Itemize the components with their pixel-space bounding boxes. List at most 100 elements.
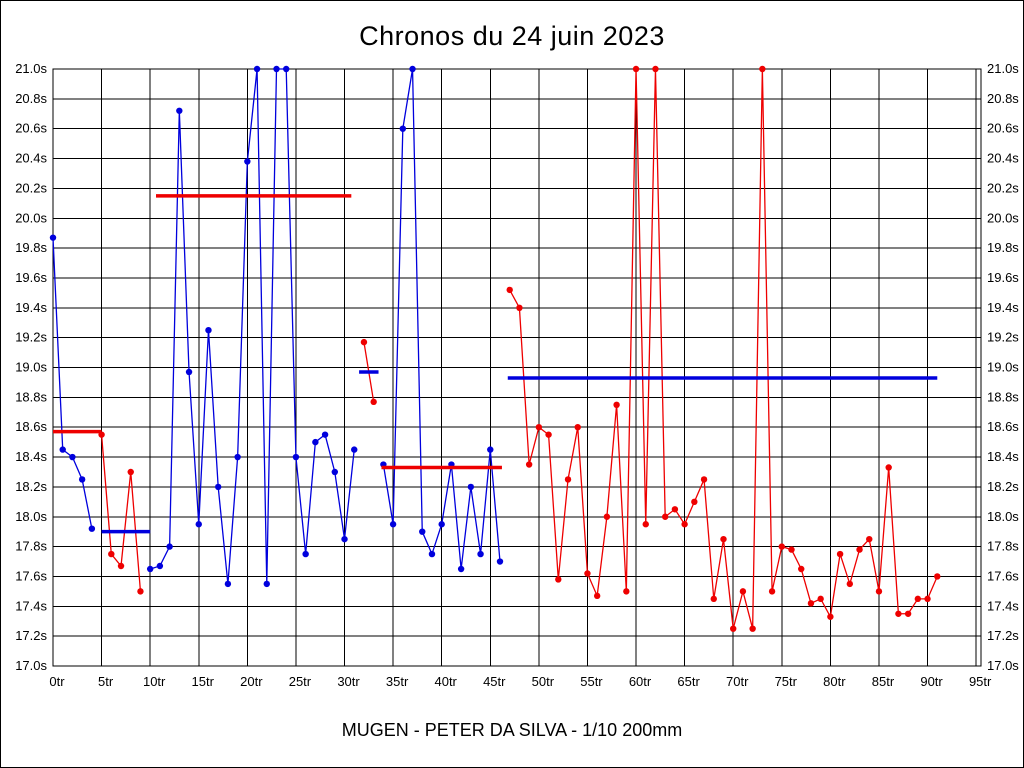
lap-point: [691, 498, 698, 506]
lap-point: [370, 398, 377, 406]
y-tick-label-right: 19.0s: [987, 360, 1019, 375]
x-tick-label: 60tr: [629, 674, 652, 689]
x-tick-label: 50tr: [532, 674, 555, 689]
series-segment-run-3: [146, 65, 358, 588]
x-tick-label: 70tr: [726, 674, 749, 689]
y-tick-label-right: 20.4s: [987, 151, 1019, 166]
y-tick-label-left: 17.0s: [15, 658, 47, 673]
series-segment-run-5: [380, 65, 504, 573]
plot-border: [52, 68, 982, 667]
lap-point: [866, 535, 873, 543]
lap-line: [52, 237, 93, 529]
y-tick-label-right: 18.8s: [987, 389, 1019, 404]
y-tick-label-left: 21.0s: [15, 61, 47, 76]
lap-point: [137, 588, 144, 595]
lap-point: [652, 65, 659, 73]
lap-point: [292, 453, 300, 461]
lap-point: [574, 424, 581, 431]
x-tick-label: 35tr: [386, 674, 409, 689]
lap-line: [509, 68, 938, 629]
lap-point: [506, 286, 513, 294]
lap-point: [127, 468, 134, 476]
lap-line: [149, 68, 355, 584]
y-tick-label-right: 19.4s: [987, 300, 1019, 315]
x-tick-label: 45tr: [483, 674, 506, 689]
lap-point: [700, 476, 708, 483]
y-tick-label-left: 17.2s: [15, 628, 47, 643]
lap-point: [739, 588, 747, 595]
y-tick-label-right: 17.2s: [987, 628, 1019, 643]
lap-point: [681, 521, 688, 528]
x-tick-label: 75tr: [775, 674, 798, 689]
y-tick-label-right: 19.8s: [987, 240, 1019, 255]
lap-point: [778, 543, 785, 550]
y-tick-label-left: 18.0s: [15, 509, 47, 524]
x-tick-label: 20tr: [240, 674, 263, 689]
lap-point: [457, 565, 465, 573]
x-tick-label: 85tr: [872, 674, 895, 689]
lap-point: [69, 453, 76, 461]
y-tick-label-right: 21.0s: [987, 61, 1019, 76]
y-tick-label-left: 20.4s: [15, 151, 47, 166]
lap-point: [632, 65, 640, 73]
y-tick-label-left: 17.4s: [15, 598, 47, 613]
lap-point: [875, 588, 883, 595]
chart-footer: MUGEN - PETER DA SILVA - 1/10 200mm: [341, 720, 683, 740]
lap-point: [59, 446, 66, 453]
lap-point: [749, 625, 756, 632]
lap-point: [331, 468, 339, 476]
lap-point: [166, 543, 173, 550]
y-tick-label-right: 18.4s: [987, 449, 1019, 464]
lap-point: [798, 565, 805, 573]
lap-point: [273, 65, 280, 73]
lap-point: [438, 521, 445, 528]
x-tick-label: 15tr: [192, 674, 215, 689]
lap-point: [836, 550, 844, 558]
lap-point: [661, 513, 669, 520]
y-tick-label-left: 20.8s: [15, 91, 47, 106]
lap-point: [108, 550, 115, 558]
y-tick-label-left: 19.8s: [15, 240, 47, 255]
lap-point: [312, 438, 319, 446]
x-tick-label: 40tr: [434, 674, 457, 689]
lap-point: [535, 424, 543, 431]
lap-point: [351, 446, 358, 453]
lap-point: [428, 550, 436, 558]
y-tick-label-left: 18.8s: [15, 389, 47, 404]
x-tick-label: 65tr: [677, 674, 700, 689]
lap-point: [496, 558, 504, 565]
chart-title: Chronos du 24 juin 2023: [359, 21, 665, 51]
lap-point: [817, 595, 824, 603]
lap-point: [88, 525, 96, 532]
lap-point: [477, 550, 484, 558]
y-tick-label-right: 18.6s: [987, 419, 1019, 434]
grid-lines: [52, 68, 981, 667]
y-tick-label-right: 19.6s: [987, 270, 1019, 285]
y-tick-label-left: 19.6s: [15, 270, 47, 285]
lap-point: [78, 476, 86, 483]
x-tick-label: 80tr: [823, 674, 846, 689]
lap-point: [730, 625, 737, 632]
lap-point: [545, 431, 552, 438]
y-tick-label-right: 20.2s: [987, 180, 1019, 195]
y-tick-label-right: 18.2s: [987, 479, 1019, 494]
series-segment-run-2: [98, 431, 144, 595]
lap-point: [283, 65, 290, 73]
x-tick-label: 25tr: [289, 674, 312, 689]
y-tick-label-right: 17.0s: [987, 658, 1019, 673]
lap-point: [516, 304, 523, 311]
lap-point: [195, 521, 202, 528]
lap-point: [914, 595, 922, 603]
y-tick-label-left: 18.4s: [15, 449, 47, 464]
lap-point: [234, 453, 241, 461]
x-tick-label: 90tr: [920, 674, 943, 689]
axis-labels: 21.0s 21.0s 20.8s 20.8s 20.6s 20.6s 20.4s 20.4s…: [15, 61, 1019, 689]
lap-point: [253, 65, 261, 73]
y-tick-label-right: 17.6s: [987, 568, 1019, 583]
x-tick-label: 30tr: [337, 674, 360, 689]
lap-point: [623, 588, 630, 595]
lap-point: [807, 600, 815, 607]
y-tick-label-left: 19.2s: [15, 330, 47, 345]
